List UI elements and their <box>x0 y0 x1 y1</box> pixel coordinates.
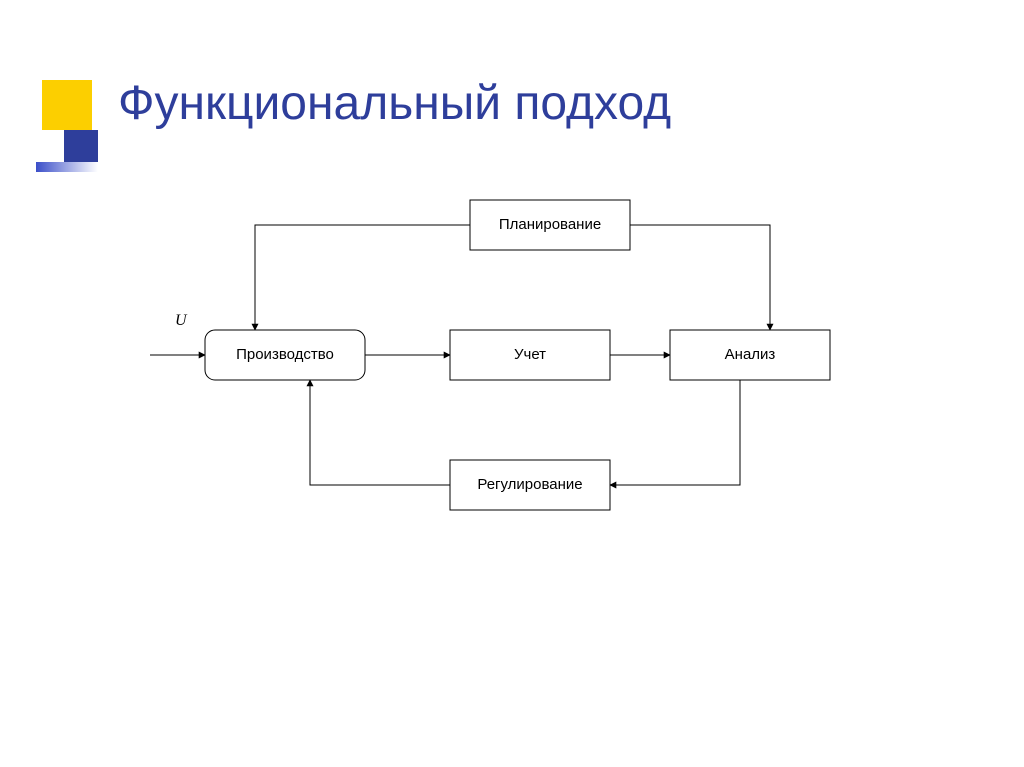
node-plan: Планирование <box>470 200 630 250</box>
flowchart-diagram: Планирование Производство Учет Анализ Регули… <box>150 190 870 570</box>
node-anal: Анализ <box>670 330 830 380</box>
node-prod: Производство <box>205 330 365 380</box>
edge-plan_anal <box>630 225 770 330</box>
edge-reg_prod <box>310 380 450 485</box>
decor-gradient-bar <box>36 162 98 172</box>
node-label-reg: Регулирование <box>477 476 582 493</box>
node-reg: Регулирование <box>450 460 610 510</box>
node-label-prod: Производство <box>236 346 334 363</box>
node-label-anal: Анализ <box>725 346 776 363</box>
node-label-uchet: Учет <box>514 346 546 363</box>
node-uchet: Учет <box>450 330 610 380</box>
input-label-u: U <box>175 312 188 329</box>
node-label-plan: Планирование <box>499 216 601 233</box>
slide: Функциональный подход Планирование Произв… <box>0 0 1024 767</box>
edge-anal_reg <box>610 380 740 485</box>
page-title: Функциональный подход <box>118 76 671 131</box>
decor-yellow-square <box>42 80 92 130</box>
decor-blue-square <box>64 130 98 164</box>
edge-plan_prod <box>255 225 470 330</box>
